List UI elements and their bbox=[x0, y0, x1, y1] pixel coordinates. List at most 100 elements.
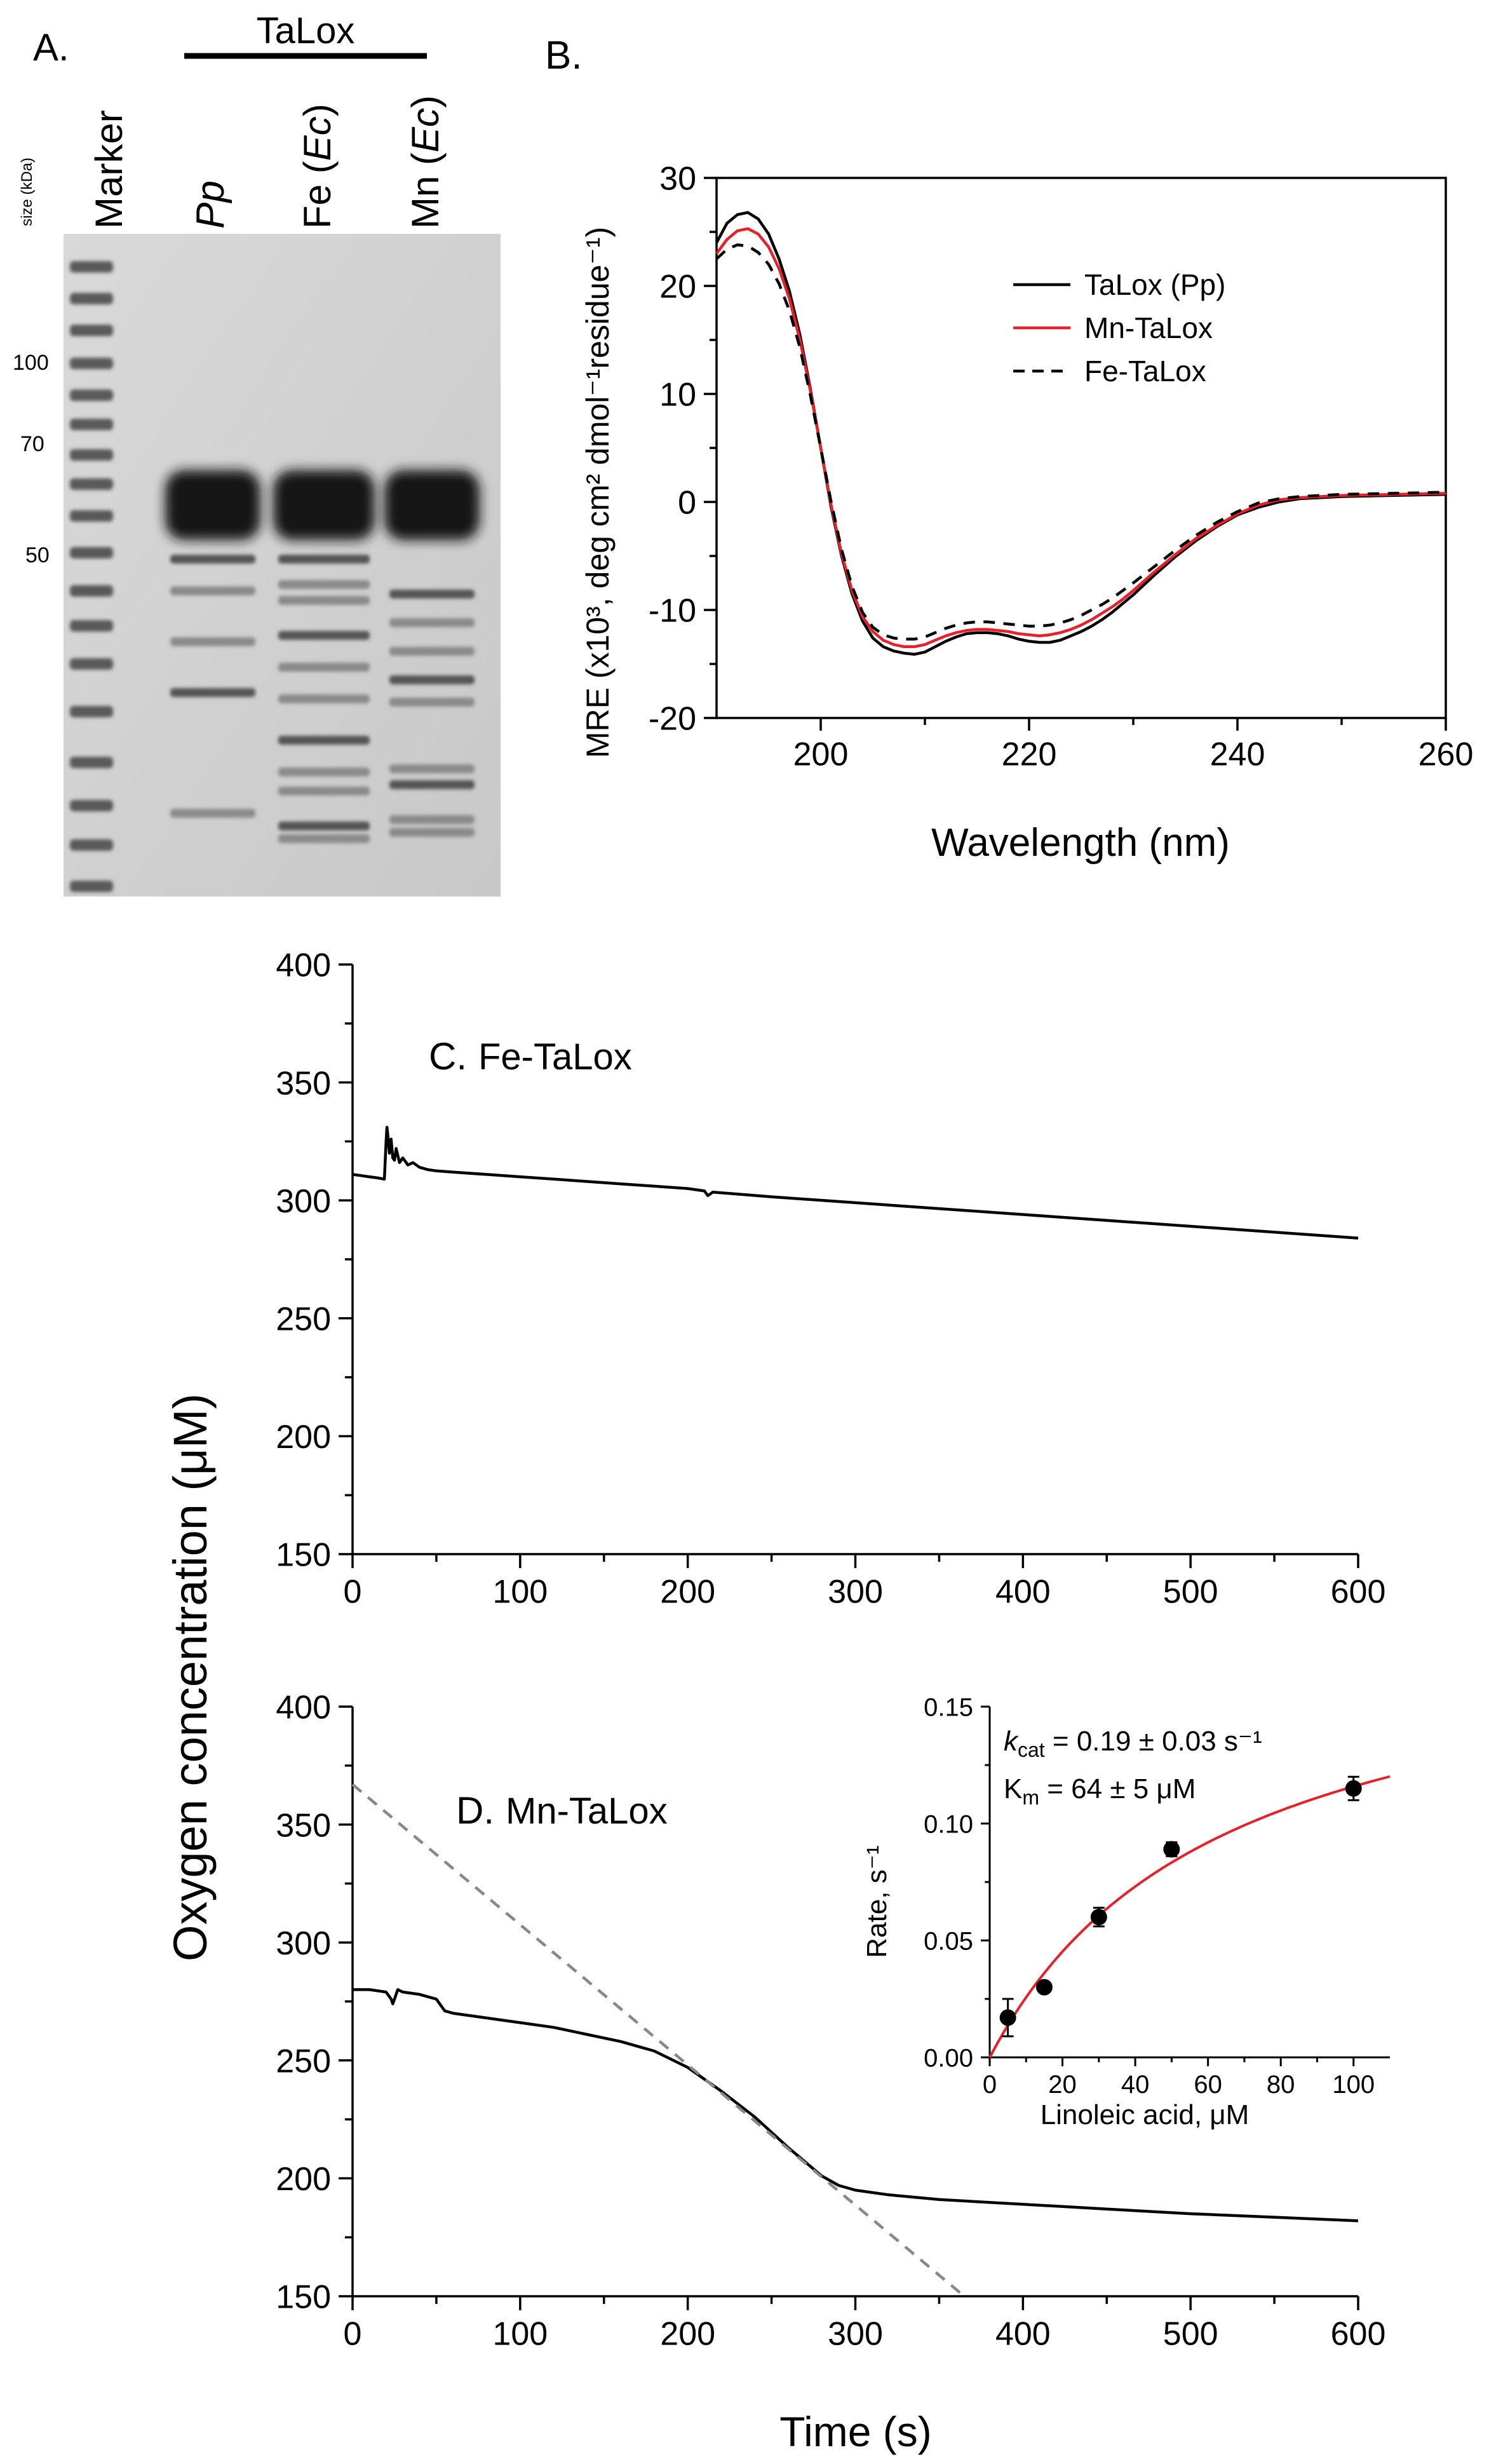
marker-band bbox=[70, 800, 113, 811]
marker-band bbox=[70, 358, 113, 369]
legend-label: TaLox (Pp) bbox=[1084, 268, 1225, 301]
panel-b-marks: 200 220 240 260 -20 -10 0 10 20 30 bbox=[649, 161, 1474, 773]
legend-label: Mn-TaLox bbox=[1084, 311, 1213, 344]
lane-label-pp: Pp bbox=[189, 180, 232, 229]
size-kda-label: size (kDa) bbox=[18, 158, 36, 226]
minor-band bbox=[389, 590, 475, 599]
inset-xlabel: Linoleic acid, μM bbox=[1041, 2099, 1250, 2130]
x-tick-label: 80 bbox=[1267, 2071, 1295, 2099]
marker-band bbox=[70, 478, 113, 490]
lane-label-fe-ec: Fe (Ec) bbox=[296, 104, 339, 229]
gel-bands bbox=[70, 261, 480, 892]
minor-band bbox=[170, 555, 255, 564]
size-tick-70: 70 bbox=[20, 432, 44, 456]
legend-label: Fe-TaLox bbox=[1084, 355, 1206, 388]
inset-data-point bbox=[1035, 1979, 1053, 1996]
minor-band bbox=[278, 580, 370, 589]
x-tick-label: 200 bbox=[660, 2316, 715, 2353]
gel-image bbox=[64, 234, 501, 897]
y-tick-label: 200 bbox=[276, 2161, 331, 2198]
x-tick-label: 100 bbox=[492, 2316, 548, 2353]
panel-b-chart: B. 200 220 240 260 -20 -10 0 10 20 30 Wavelength … bbox=[545, 34, 1473, 865]
panel-c-series-0 bbox=[352, 1125, 1359, 1240]
panel-d-inset-chart: 0 20 40 60 80 100 0.00 0.05 0.10 0.15 kcat = 0.19… bbox=[861, 1693, 1391, 2130]
size-tick-50: 50 bbox=[25, 543, 50, 567]
panel-d-title: D. Mn-TaLox bbox=[456, 1789, 668, 1832]
main-band bbox=[384, 470, 480, 540]
x-tick-label: 200 bbox=[793, 736, 849, 773]
y-tick-label: -10 bbox=[649, 593, 696, 630]
marker-band bbox=[70, 881, 113, 892]
lane-label-mn-ec: Mn (Ec) bbox=[404, 95, 447, 229]
panel-b-series-0 bbox=[715, 211, 1446, 656]
inset-data-point bbox=[1345, 1780, 1362, 1797]
minor-band bbox=[389, 698, 475, 707]
marker-band bbox=[70, 757, 113, 768]
panel-d-series-fit bbox=[351, 1783, 966, 2298]
y-tick-label: 0 bbox=[678, 485, 696, 522]
main-band bbox=[273, 470, 375, 540]
x-tick-label: 500 bbox=[1163, 2316, 1218, 2353]
panel-d-xlabel: Time (s) bbox=[779, 2408, 932, 2455]
y-tick-label: 30 bbox=[659, 161, 696, 198]
panel-b-ylabel: MRE (x10³, deg cm² dmol⁻¹residue⁻¹) bbox=[580, 227, 616, 758]
marker-band bbox=[70, 449, 113, 461]
minor-band bbox=[389, 815, 475, 824]
panel-b-series-2 bbox=[715, 243, 1446, 641]
y-tick-label: 350 bbox=[276, 1065, 331, 1102]
y-tick-label: 250 bbox=[276, 1301, 331, 1338]
minor-band bbox=[170, 688, 255, 697]
minor-band bbox=[170, 586, 255, 595]
panel-a: A. TaLox size (kDa) Marker Pp Fe (Ec) Mn… bbox=[13, 10, 501, 897]
inset-ylabel: Rate, s⁻¹ bbox=[861, 1845, 893, 1958]
marker-band bbox=[70, 325, 113, 336]
minor-band bbox=[278, 663, 370, 672]
minor-band bbox=[389, 647, 475, 656]
inset-km: Km = 64 ± 5 μM bbox=[1004, 1773, 1196, 1809]
x-tick-label: 600 bbox=[1331, 2316, 1386, 2353]
inset-data-point bbox=[1163, 1841, 1180, 1858]
y-tick-label: 400 bbox=[276, 1689, 331, 1726]
minor-band bbox=[389, 780, 475, 789]
y-tick-label: 150 bbox=[276, 1537, 331, 1574]
minor-band bbox=[389, 675, 475, 684]
y-tick-label: 0.10 bbox=[924, 1810, 973, 1838]
minor-band bbox=[389, 828, 475, 837]
y-tick-label: 0.00 bbox=[924, 2044, 973, 2072]
x-tick-label: 20 bbox=[1048, 2071, 1077, 2099]
y-tick-label: 200 bbox=[276, 1419, 331, 1456]
size-tick-100: 100 bbox=[13, 351, 49, 375]
marker-band bbox=[70, 839, 113, 851]
inset-fit-curve bbox=[988, 1775, 1391, 2058]
x-tick-label: 260 bbox=[1418, 736, 1474, 773]
y-tick-label: 350 bbox=[276, 1807, 331, 1844]
marker-band bbox=[70, 261, 113, 273]
panel-c-title: C. Fe-TaLox bbox=[429, 1035, 632, 1078]
minor-band bbox=[278, 822, 370, 830]
inset-marks: 0 20 40 60 80 100 0.00 0.05 0.10 0.15 bbox=[924, 1693, 1391, 2099]
panel-b-series-1 bbox=[715, 227, 1446, 649]
panel-d-series-data bbox=[353, 1988, 1359, 2223]
x-tick-label: 40 bbox=[1121, 2071, 1150, 2099]
minor-band bbox=[278, 555, 370, 564]
y-tick-label: 150 bbox=[276, 2279, 331, 2316]
x-tick-label: 200 bbox=[660, 1574, 715, 1611]
lane-label-marker: Marker bbox=[88, 110, 130, 229]
plot-frame bbox=[715, 177, 1447, 719]
minor-band bbox=[278, 834, 370, 843]
x-tick-label: 240 bbox=[1210, 736, 1265, 773]
x-tick-label: 100 bbox=[492, 1574, 548, 1611]
inset-kcat: kcat = 0.19 ± 0.03 s⁻¹ bbox=[1004, 1726, 1262, 1761]
x-tick-label: 0 bbox=[983, 2071, 997, 2099]
marker-band bbox=[70, 419, 113, 430]
x-tick-label: 220 bbox=[1002, 736, 1057, 773]
panel-c-marks: 0 100 200 300 400 500 600 150 200 250 300 350 400 bbox=[276, 947, 1385, 1611]
y-tick-label: 20 bbox=[659, 269, 696, 306]
minor-band bbox=[278, 694, 370, 703]
marker-band bbox=[70, 620, 113, 632]
x-tick-label: 300 bbox=[828, 2316, 883, 2353]
x-tick-label: 300 bbox=[828, 1574, 883, 1611]
minor-band bbox=[389, 764, 475, 773]
